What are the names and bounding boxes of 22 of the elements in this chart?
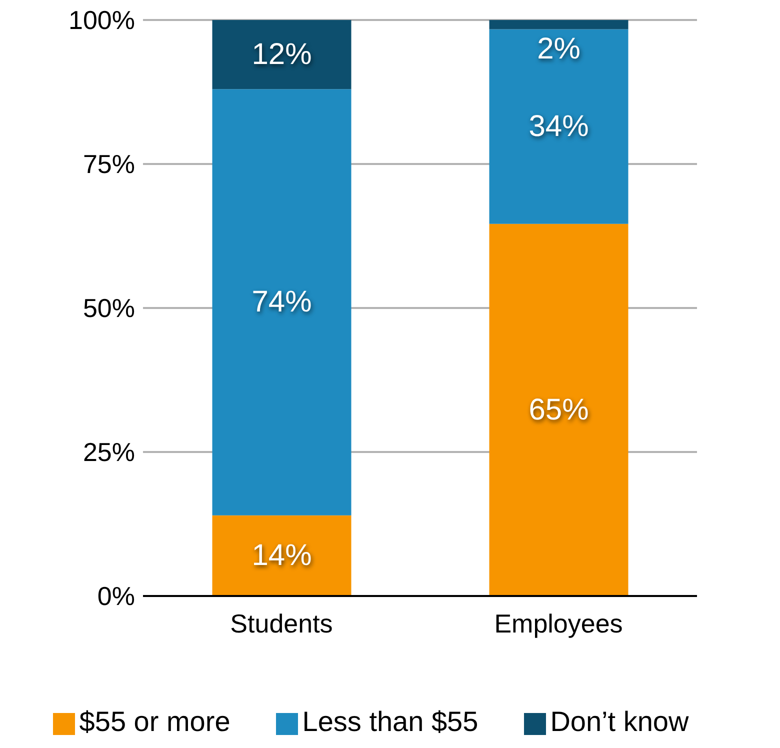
y-tick-label: 0% <box>97 581 135 612</box>
y-tick-label: 25% <box>82 437 135 468</box>
y-tick-label: 100% <box>68 5 135 36</box>
legend-label: Less than $55 <box>302 706 478 737</box>
x-tick-label: Students <box>230 608 333 638</box>
y-tick-label: 75% <box>82 149 135 180</box>
bar <box>212 515 352 596</box>
data-label: 2% <box>537 32 580 66</box>
legend-label: Don’t know <box>550 706 689 737</box>
bar <box>489 29 628 224</box>
x-tick-label: Employees <box>494 608 623 638</box>
y-tick-label: 50% <box>82 293 135 324</box>
bar <box>212 20 352 90</box>
data-label: 34% <box>528 110 589 144</box>
bar <box>489 224 628 596</box>
legend-label: $55 or more <box>79 706 230 737</box>
bar <box>212 89 352 516</box>
data-label: 14% <box>252 539 312 572</box>
data-label: 12% <box>252 38 312 72</box>
data-label: 74% <box>252 286 312 319</box>
data-label: 65% <box>528 393 589 426</box>
bar <box>489 20 628 30</box>
